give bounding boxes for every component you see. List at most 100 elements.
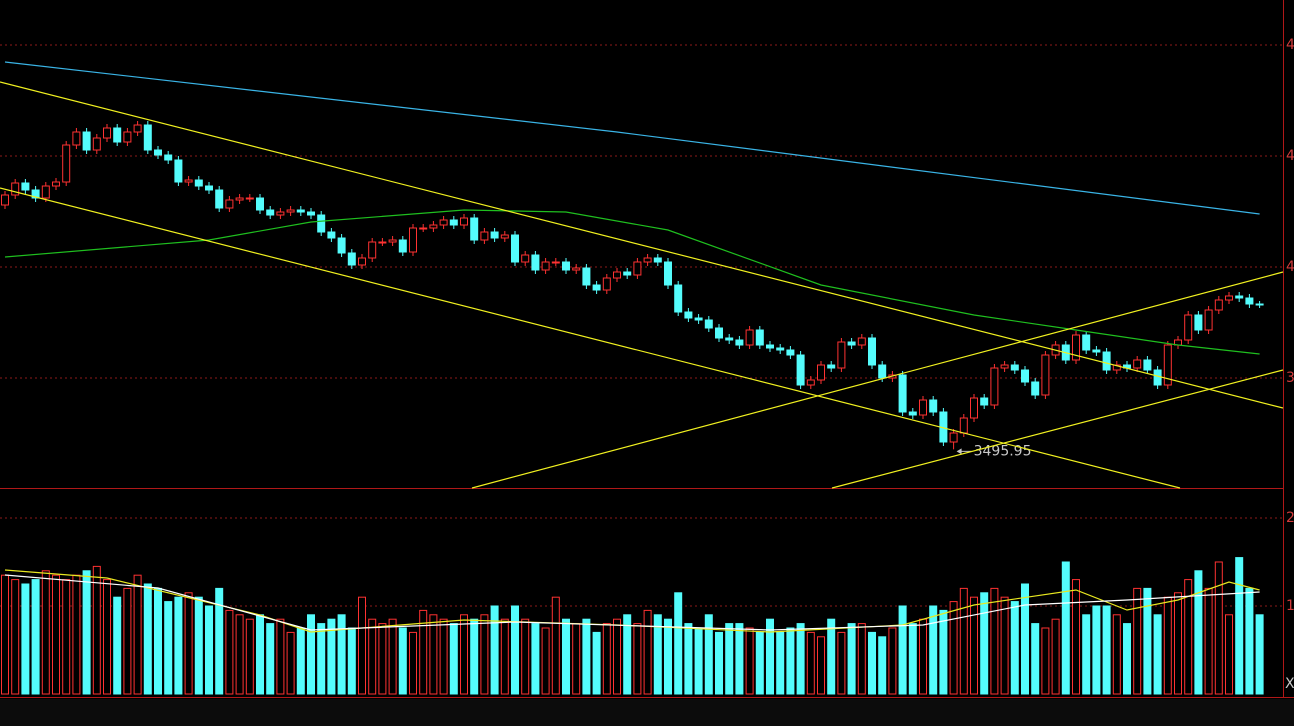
candle-body (817, 364, 825, 381)
candle-body (664, 261, 672, 286)
volume-bar (409, 631, 417, 695)
volume-bar (1153, 614, 1162, 695)
y-tick-label: 2000 (1286, 510, 1294, 526)
candle-body (1010, 364, 1019, 371)
candle-body (1041, 354, 1050, 396)
candle-body (827, 364, 836, 369)
volume-bar (1082, 614, 1091, 695)
candle-body (347, 252, 356, 266)
annotation-arrowhead (956, 448, 962, 455)
volume-bar (225, 609, 234, 695)
volume-bar (133, 574, 142, 695)
volume-bar (276, 618, 285, 695)
moving-average-line (4, 209, 1260, 355)
volume-bar (11, 579, 20, 695)
volume-bar (92, 565, 101, 695)
volume-bar (1245, 587, 1254, 695)
volume-bar (592, 631, 601, 695)
candle-body (1214, 299, 1223, 311)
candle-body (582, 267, 591, 286)
volume-bar (21, 583, 30, 695)
candle-body (500, 234, 509, 239)
volume-bar (755, 631, 764, 695)
volume-bar (623, 614, 632, 695)
volume-bar (633, 623, 642, 695)
candle-body (378, 241, 387, 244)
candle-body (1143, 359, 1152, 371)
candle-body (847, 341, 856, 346)
volume-bar (164, 601, 173, 695)
volume-bar (1194, 570, 1203, 695)
candle-body (786, 349, 795, 356)
volume-bar (582, 618, 591, 695)
volume-bar (123, 587, 132, 695)
volume-bar (806, 631, 815, 695)
volume-unit-label: X (1285, 676, 1294, 692)
candle-body (633, 261, 642, 276)
candle-body (174, 159, 183, 183)
trend-line (0, 81, 1284, 409)
volume-bar (62, 579, 71, 695)
y-tick-label: 1000 (1286, 598, 1294, 614)
volume-bar (41, 570, 50, 695)
volume-bar (1021, 583, 1029, 695)
volume-bar (1, 574, 9, 695)
candle-body (154, 149, 162, 156)
candle-body (317, 214, 326, 233)
candle-body (562, 261, 570, 271)
candle-body (1000, 364, 1009, 369)
candle-body (276, 211, 285, 216)
volume-bar (286, 631, 295, 695)
trend-line (471, 271, 1284, 489)
trend-line (0, 187, 1181, 489)
volume-bar (194, 596, 203, 695)
volume-bar (878, 636, 887, 695)
volume-bar (511, 605, 519, 695)
candle-body (490, 231, 499, 239)
candle-body (1112, 364, 1121, 371)
candle-body (31, 189, 40, 199)
moving-average-line (4, 574, 1260, 631)
candle-body (82, 131, 91, 151)
candle-body (1092, 349, 1101, 353)
candle-body (103, 127, 111, 139)
volume-bar (776, 631, 785, 695)
volume-bar (796, 623, 805, 695)
volume-bar (766, 618, 774, 695)
volume-bar (725, 623, 734, 695)
candle-body (429, 224, 438, 229)
volume-bar (1112, 614, 1121, 695)
volume-bar (256, 614, 264, 695)
candle-body (266, 209, 275, 216)
volume-bar (704, 614, 713, 695)
candle-body (898, 374, 907, 413)
volume-bar (664, 618, 672, 695)
volume-bar (429, 614, 438, 695)
volume-bar (715, 631, 723, 695)
volume-bar (307, 614, 315, 695)
candle-body (205, 185, 213, 191)
candle-body (1225, 295, 1233, 301)
volume-bar (215, 587, 224, 695)
candle-body (521, 254, 530, 263)
volume-bar (847, 623, 856, 695)
volume-bar (378, 623, 387, 695)
volume-bar (1184, 579, 1193, 695)
volume-bar (1010, 601, 1019, 695)
candle-body (419, 227, 428, 230)
volume-bar (562, 618, 570, 695)
candle-body (194, 179, 203, 187)
volume-bar (1174, 592, 1182, 695)
candle-body (62, 144, 71, 183)
candle-body (653, 257, 662, 263)
volume-bar (327, 618, 336, 695)
volume-bar (653, 614, 662, 695)
candle-body (694, 317, 703, 321)
volume-bar (786, 627, 795, 695)
volume-bar (358, 596, 366, 695)
volume-bar (1041, 627, 1050, 695)
candle-body (184, 179, 193, 183)
volume-bar (939, 609, 948, 695)
volume-bar (1031, 623, 1040, 695)
candle-body (409, 227, 417, 253)
